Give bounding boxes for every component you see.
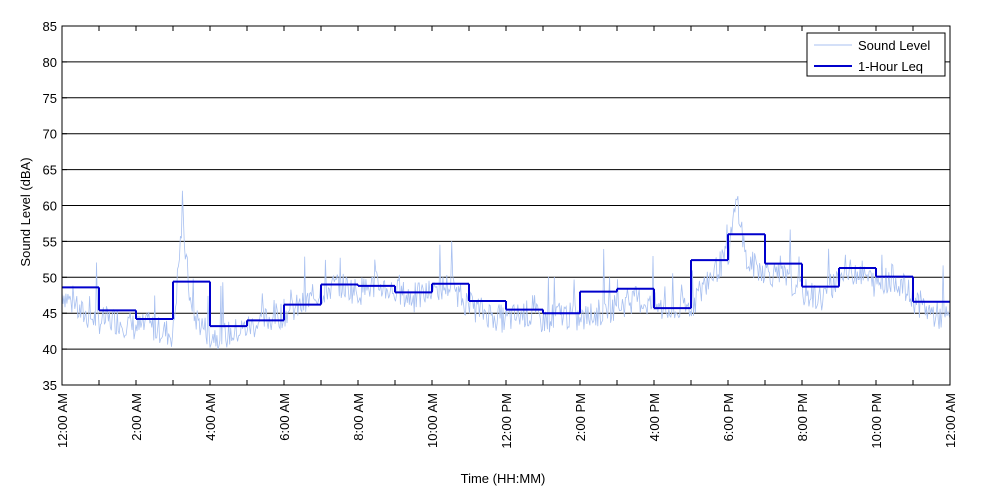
x-tick-label: 2:00 PM — [573, 393, 588, 441]
x-tick-label: 12:00 AM — [943, 393, 958, 448]
y-tick-label: 85 — [43, 19, 57, 34]
y-tick-label: 40 — [43, 342, 57, 357]
legend-label-leq: 1-Hour Leq — [858, 59, 923, 74]
x-axis: 12:00 AM 2:00 AM 4:00 AM 6:00 AM 8:00 AM 10:0… — [55, 26, 958, 449]
y-tick-label: 75 — [43, 91, 57, 106]
y-tick-label: 55 — [43, 234, 57, 249]
y-tick-label: 50 — [43, 270, 57, 285]
y-axis-label: Sound Level (dBA) — [18, 157, 33, 266]
legend-box — [806, 32, 946, 77]
y-tick-label: 80 — [43, 55, 57, 70]
y-axis: 35 40 45 50 55 60 65 70 75 80 85 — [43, 19, 67, 393]
x-tick-label: 2:00 AM — [129, 393, 144, 441]
x-tick-label: 10:00 AM — [425, 393, 440, 448]
x-tick-label: 12:00 AM — [55, 393, 70, 448]
x-tick-label: 8:00 PM — [795, 393, 810, 441]
x-tick-label: 12:00 PM — [499, 393, 514, 449]
x-tick-label: 6:00 AM — [277, 393, 292, 441]
y-tick-label: 35 — [43, 378, 57, 393]
y-tick-label: 65 — [43, 163, 57, 178]
y-tick-label: 60 — [43, 199, 57, 214]
y-tick-label: 45 — [43, 306, 57, 321]
x-axis-label: Time (HH:MM) — [461, 471, 546, 486]
x-tick-label: 8:00 AM — [351, 393, 366, 441]
leq-series — [62, 233, 950, 328]
legend-label-sound-level: Sound Level — [858, 38, 930, 53]
x-tick-label: 4:00 PM — [647, 393, 662, 441]
x-tick-label: 10:00 PM — [869, 393, 884, 449]
y-tick-label: 70 — [43, 127, 57, 142]
legend: Sound Level 1-Hour Leq — [806, 32, 946, 77]
x-tick-label: 4:00 AM — [203, 393, 218, 441]
x-tick-label: 6:00 PM — [721, 393, 736, 441]
